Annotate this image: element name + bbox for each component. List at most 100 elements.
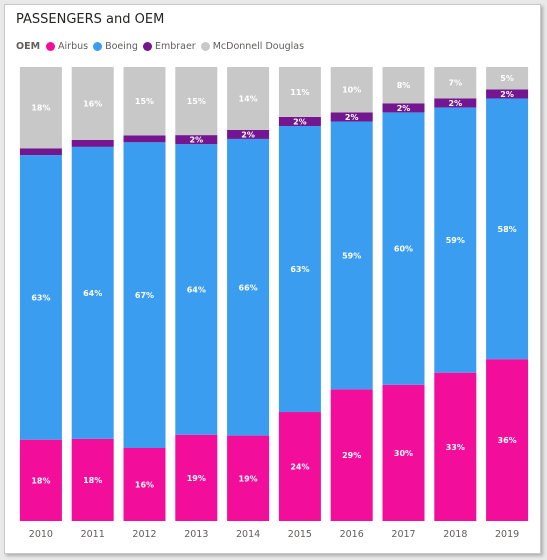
bar-segment-mcdonnell-douglas-2012[interactable]	[123, 67, 166, 136]
data-label-mcdonnell-douglas-2012: 15%	[135, 97, 154, 106]
data-label-boeing-2012: 67%	[135, 291, 154, 300]
x-tick-label-2012: 2012	[132, 529, 156, 540]
data-label-mcdonnell-douglas-2014: 14%	[239, 94, 258, 103]
chart-title: PASSENGERS and OEM	[16, 12, 165, 27]
bar-segment-embraer-2019[interactable]	[486, 89, 529, 99]
legend-label-airbus: Airbus	[58, 40, 89, 52]
legend-item-airbus[interactable]: Airbus	[46, 41, 88, 52]
legend-marker-mcdonnell-douglas	[200, 41, 210, 51]
bar-segment-airbus-2019[interactable]	[486, 359, 529, 521]
data-label-mcdonnell-douglas-2017: 8%	[397, 81, 411, 90]
bar-segment-embraer-2017[interactable]	[382, 103, 425, 113]
bar-segment-mcdonnell-douglas-2011[interactable]	[71, 67, 114, 141]
data-label-airbus-2013: 19%	[187, 474, 206, 483]
bar-segment-mcdonnell-douglas-2016[interactable]	[330, 67, 373, 113]
data-label-airbus-2014: 19%	[239, 474, 258, 483]
data-label-mcdonnell-douglas-2019: 5%	[500, 74, 514, 83]
data-label-boeing-2010: 63%	[31, 293, 50, 302]
bar-segment-boeing-2016[interactable]	[330, 121, 373, 390]
bar-segment-airbus-2017[interactable]	[382, 384, 425, 521]
data-label-mcdonnell-douglas-2015: 11%	[290, 88, 309, 97]
bar-segment-mcdonnell-douglas-2018[interactable]	[434, 67, 477, 99]
legend-marker-airbus	[46, 41, 56, 51]
legend-marker-embraer	[142, 41, 152, 51]
data-label-boeing-2016: 59%	[342, 251, 361, 260]
x-tick-label-2014: 2014	[236, 529, 260, 540]
x-tick-label-2011: 2011	[81, 529, 105, 540]
data-label-airbus-2016: 29%	[342, 451, 361, 460]
data-label-mcdonnell-douglas-2013: 15%	[187, 97, 206, 106]
data-label-boeing-2013: 64%	[187, 285, 206, 294]
bar-segment-boeing-2019[interactable]	[486, 98, 529, 360]
legend-marker-boeing	[93, 41, 103, 51]
bar-segment-embraer-2013[interactable]	[175, 135, 218, 145]
data-label-airbus-2018: 33%	[446, 443, 465, 452]
bar-segment-mcdonnell-douglas-2010[interactable]	[19, 67, 62, 149]
bar-segment-boeing-2018[interactable]	[434, 107, 477, 373]
data-label-embraer-2013: 2%	[190, 136, 204, 145]
data-label-boeing-2014: 66%	[239, 283, 258, 292]
data-label-airbus-2015: 24%	[290, 463, 309, 472]
legend-title: OEM	[16, 40, 41, 52]
data-label-mcdonnell-douglas-2016: 10%	[342, 86, 361, 95]
bar-segment-boeing-2010[interactable]	[19, 155, 62, 440]
bar-segment-mcdonnell-douglas-2014[interactable]	[227, 67, 270, 130]
bar-segment-airbus-2013[interactable]	[175, 434, 218, 521]
legend-item-boeing[interactable]: Boeing	[93, 41, 138, 52]
bar-segment-mcdonnell-douglas-2019[interactable]	[486, 67, 529, 90]
data-label-airbus-2019: 36%	[498, 436, 517, 445]
legend-label-embraer: Embraer	[154, 40, 196, 52]
legend-item-embraer[interactable]: Embraer	[142, 40, 196, 52]
bar-segment-boeing-2015[interactable]	[278, 126, 321, 413]
data-label-boeing-2017: 60%	[394, 245, 413, 254]
data-label-embraer-2017: 2%	[397, 104, 411, 113]
bar-segment-embraer-2018[interactable]	[434, 98, 477, 108]
legend-label-mcdonnell-douglas: McDonnell Douglas	[212, 40, 305, 52]
x-tick-label-2016: 2016	[340, 529, 364, 540]
bar-segment-airbus-2010[interactable]	[19, 439, 62, 521]
bar-segment-airbus-2015[interactable]	[278, 412, 321, 521]
x-tick-label-2015: 2015	[288, 529, 312, 540]
data-label-boeing-2018: 59%	[446, 236, 465, 245]
bar-segment-embraer-2011[interactable]	[71, 140, 114, 147]
x-tick-label-2013: 2013	[184, 529, 208, 540]
bar-segment-embraer-2010[interactable]	[19, 148, 62, 156]
bar-segment-embraer-2015[interactable]	[278, 116, 321, 127]
bar-segment-boeing-2017[interactable]	[382, 112, 425, 385]
bar-segment-airbus-2018[interactable]	[434, 372, 477, 521]
data-label-embraer-2015: 2%	[293, 117, 307, 126]
bar-segment-boeing-2013[interactable]	[175, 144, 218, 435]
data-label-boeing-2011: 64%	[83, 289, 102, 298]
data-label-mcdonnell-douglas-2010: 18%	[31, 104, 50, 113]
legend-item-mcdonnell-douglas[interactable]: McDonnell Douglas	[200, 40, 305, 52]
bar-segment-airbus-2016[interactable]	[330, 389, 373, 521]
bar-segment-mcdonnell-douglas-2013[interactable]	[175, 67, 218, 136]
bar-segment-airbus-2011[interactable]	[71, 438, 114, 521]
x-tick-label-2010: 2010	[29, 529, 53, 540]
legend: OEM Airbus Boeing Embraer McDonnell Doug…	[16, 39, 309, 53]
legend-label-boeing: Boeing	[105, 40, 138, 52]
data-label-boeing-2019: 58%	[498, 225, 517, 234]
bar-segment-embraer-2014[interactable]	[227, 129, 270, 139]
data-label-boeing-2015: 63%	[290, 265, 309, 274]
bar-segment-mcdonnell-douglas-2015[interactable]	[278, 67, 321, 117]
bar-segment-airbus-2012[interactable]	[123, 447, 166, 521]
data-label-airbus-2011: 18%	[83, 476, 102, 485]
data-label-embraer-2019: 2%	[500, 90, 514, 99]
x-tick-label-2019: 2019	[495, 529, 519, 540]
data-label-mcdonnell-douglas-2011: 16%	[83, 100, 102, 109]
x-tick-label-2017: 2017	[391, 529, 415, 540]
data-label-airbus-2012: 16%	[135, 480, 154, 489]
bar-segment-boeing-2014[interactable]	[227, 138, 270, 436]
bar-segment-boeing-2011[interactable]	[71, 146, 114, 439]
x-tick-label-2018: 2018	[443, 529, 467, 540]
data-label-embraer-2018: 2%	[449, 99, 463, 108]
bar-segment-airbus-2014[interactable]	[227, 435, 270, 521]
bar-segment-embraer-2016[interactable]	[330, 112, 373, 122]
data-label-mcdonnell-douglas-2018: 7%	[449, 79, 463, 88]
data-label-embraer-2016: 2%	[345, 113, 359, 122]
bar-segment-mcdonnell-douglas-2017[interactable]	[382, 67, 425, 104]
bar-segment-embraer-2012[interactable]	[123, 135, 166, 143]
bar-segment-boeing-2012[interactable]	[123, 142, 166, 448]
